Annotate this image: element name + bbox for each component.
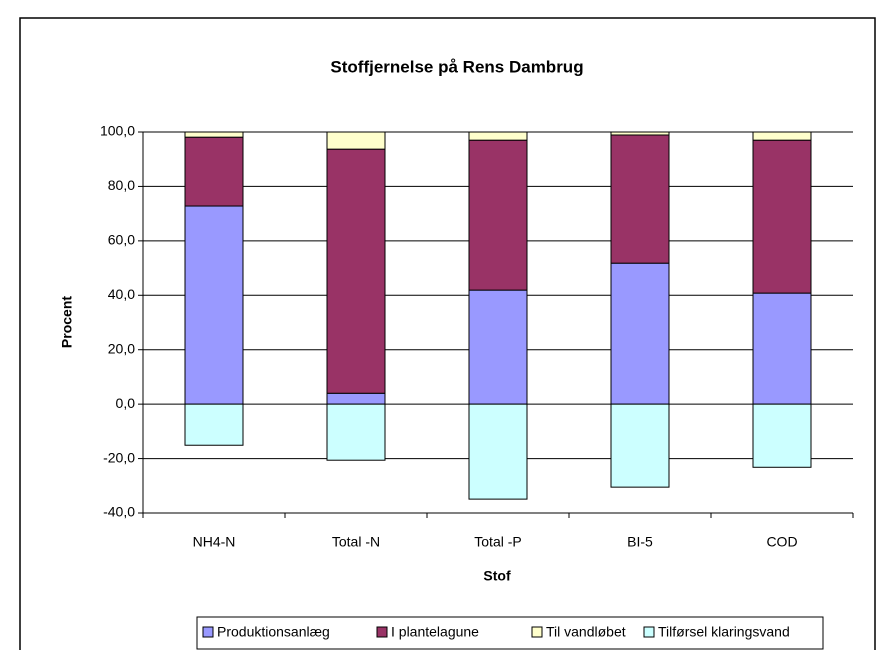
bar-segment <box>610 403 670 488</box>
x-tick-label: NH4-N <box>193 534 236 550</box>
bar-segment <box>752 403 812 468</box>
x-tick-label: BI-5 <box>627 534 653 550</box>
y-axis-label: Procent <box>59 296 75 348</box>
bar-segment <box>752 131 812 141</box>
legend-swatch <box>376 626 388 638</box>
bar-segment <box>468 131 528 141</box>
y-tick-label: -20,0 <box>103 449 135 465</box>
x-tick-label: Total -N <box>332 534 380 550</box>
x-axis-label: Stof <box>483 568 511 584</box>
legend-box <box>196 616 824 650</box>
bar-segment <box>752 292 812 405</box>
legend-label: Produktionsanlæg <box>217 624 330 640</box>
bar-segment <box>326 131 386 150</box>
y-tick-label: 20,0 <box>108 340 135 356</box>
chart-frame <box>19 17 876 650</box>
legend-swatch <box>202 626 214 638</box>
bar-segment <box>326 148 386 394</box>
legend-label: I plantelagune <box>391 624 479 640</box>
y-tick-label: 60,0 <box>108 232 135 248</box>
bar-segment <box>610 131 670 136</box>
y-tick-label: 0,0 <box>116 395 136 411</box>
bar-segment <box>184 205 244 405</box>
legend-label: Til vandløbet <box>546 624 626 640</box>
y-tick-label: 80,0 <box>108 177 135 193</box>
bar-segment <box>184 136 244 207</box>
legend-label: Tilførsel klaringsvand <box>658 624 790 640</box>
bar-segment <box>610 262 670 405</box>
bar-segment <box>752 139 812 294</box>
bar-segment <box>468 289 528 405</box>
bar-segment <box>468 403 528 500</box>
bar-segment <box>184 131 244 138</box>
y-tick-label: 100,0 <box>100 123 135 139</box>
chart-title: Stoffjernelse på Rens Dambrug <box>330 57 583 76</box>
bar-segment <box>610 134 670 264</box>
x-tick-label: COD <box>766 534 797 550</box>
bar-segment <box>184 403 244 446</box>
legend-swatch <box>531 626 543 638</box>
legend-swatch <box>643 626 655 638</box>
x-tick-label: Total -P <box>474 534 521 550</box>
bar-segment <box>326 403 386 461</box>
bar-segment <box>468 139 528 291</box>
y-tick-label: 40,0 <box>108 286 135 302</box>
y-tick-label: -40,0 <box>103 504 135 520</box>
bar-segment <box>326 392 386 405</box>
